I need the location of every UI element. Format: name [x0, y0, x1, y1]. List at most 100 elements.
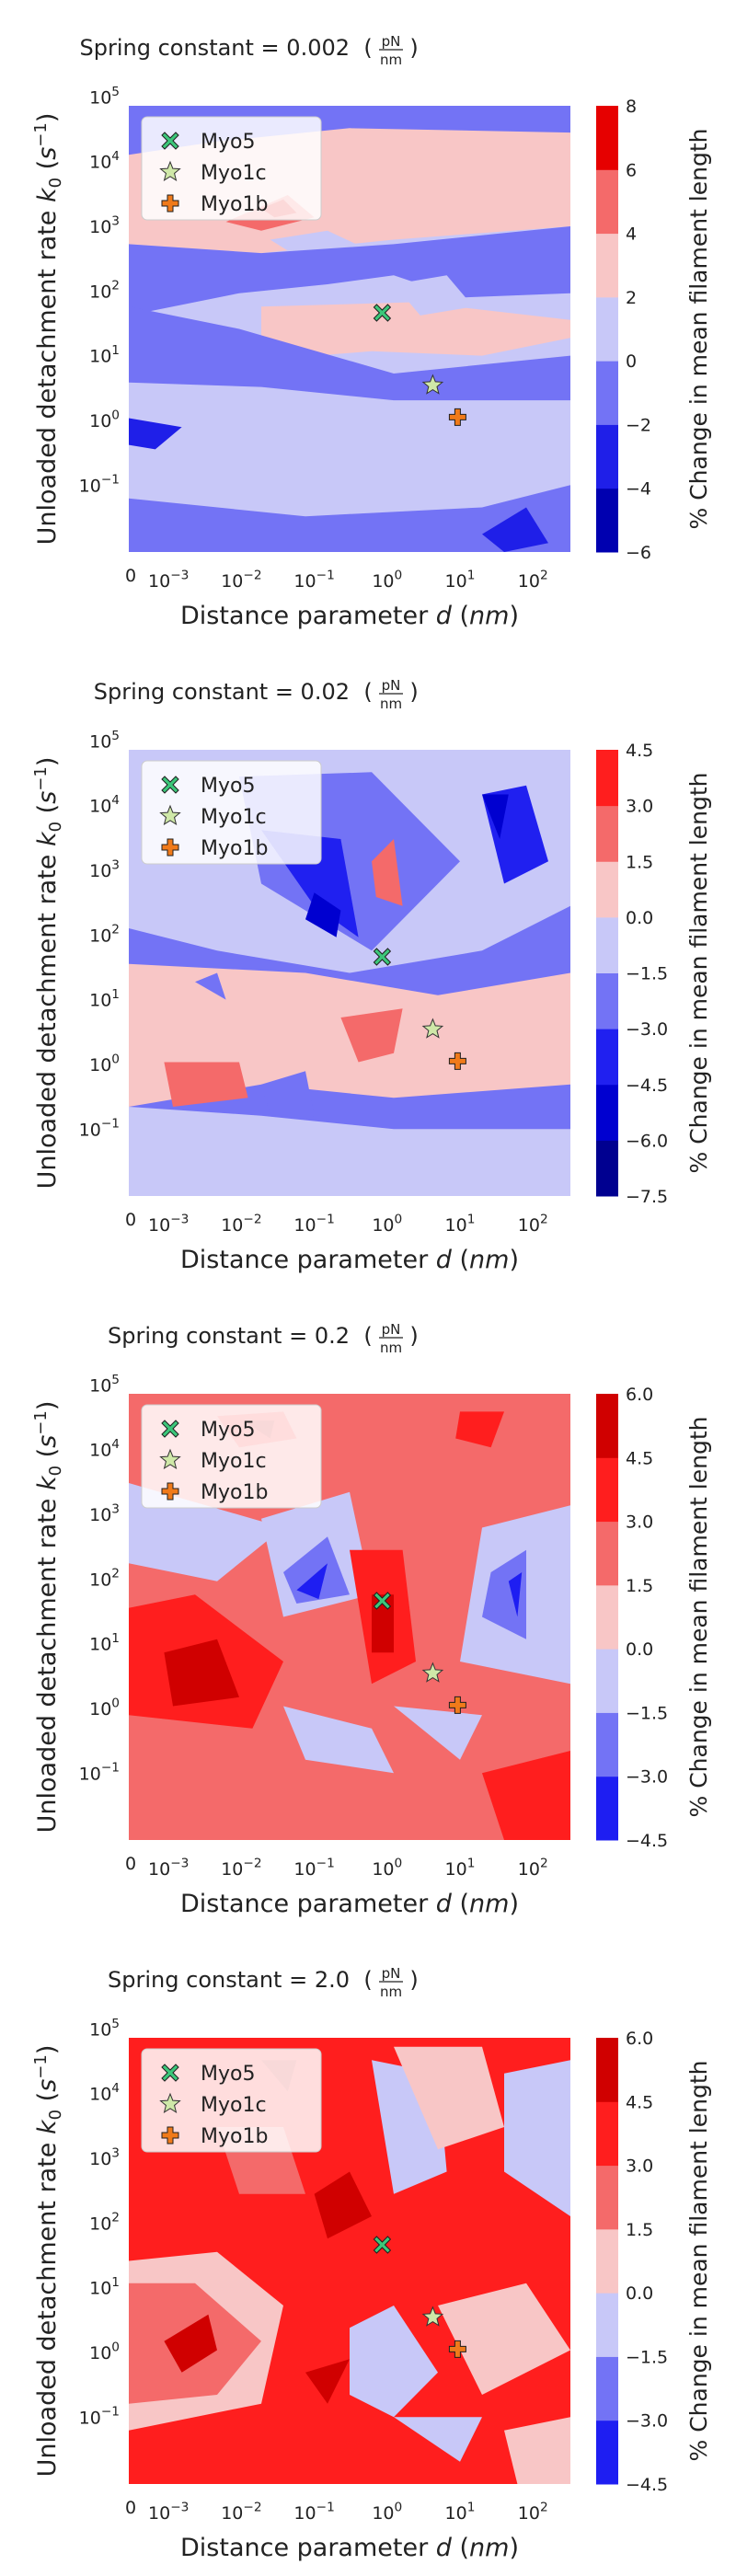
title-unit-numerator: pN [382, 1321, 401, 1338]
x-axis-label: Distance parameter d (nm) [180, 1246, 519, 1274]
contour-region [455, 1411, 504, 1448]
colorbar-tick-label: 1.5 [626, 852, 653, 872]
legend-label: Myo5 [201, 1419, 255, 1442]
colorbar-tick-label: 4 [626, 224, 637, 245]
colorbar-tick-label: 2 [626, 288, 637, 308]
legend-marker-myo1c [159, 2092, 181, 2113]
colorbar-label: % Change in mean filament length [685, 1417, 712, 1818]
colorbar-label: % Change in mean filament length [685, 129, 712, 530]
colorbar-band [596, 750, 618, 807]
contour-region [129, 485, 570, 552]
legend-label: Myo1c [201, 162, 267, 185]
x-tick-label: 10−2 [221, 1212, 261, 1236]
colorbar-band [596, 1140, 618, 1197]
colorbar-band [596, 2356, 618, 2421]
data-point-myo1c [421, 1662, 444, 1683]
colorbar-band [596, 488, 618, 553]
colorbar-tick-label: 4.5 [626, 1448, 653, 1468]
colorbar-band [596, 1649, 618, 1713]
colorbar-band [596, 1521, 618, 1586]
y-tick-label: 100 [89, 2340, 120, 2363]
contour-region [305, 892, 341, 937]
title-paren-close: ) [409, 679, 418, 705]
colorbar-tick-label: 4.5 [626, 741, 653, 761]
colorbar-tick-label: −4 [626, 479, 651, 500]
contour-region [305, 2359, 350, 2404]
colorbar-band [596, 361, 618, 425]
y-tick-label: 101 [89, 1631, 120, 1655]
title-paren-open: ( [363, 1323, 372, 1349]
colorbar-tick-label: 6.0 [626, 2029, 653, 2049]
contour-region [372, 839, 403, 906]
colorbar-tick-label: 1.5 [626, 2220, 653, 2240]
x-tick-label: 101 [445, 2500, 476, 2524]
data-point-myo5 [373, 2236, 392, 2254]
x-tick-label: 0 [125, 566, 136, 586]
legend-label: Myo1c [201, 806, 267, 829]
chart-panel: Spring constant = 2.0 (pN nm) 0 10−3 10−2 10−1… [31, 1965, 712, 2562]
y-tick-label: 102 [89, 1567, 120, 1591]
x-tick-label: 0 [125, 1854, 136, 1874]
legend-label: Myo5 [201, 131, 255, 154]
y-tick-label: 105 [89, 85, 120, 109]
colorbar-band [596, 106, 618, 170]
contour-region [129, 418, 182, 450]
contour-region [394, 1706, 482, 1760]
colorbar-tick-label: −1.5 [626, 1703, 668, 1723]
data-point-myo1b [448, 1696, 466, 1714]
contour-region [129, 306, 570, 401]
y-tick-label: 105 [89, 2017, 120, 2041]
x-tick-label: 100 [372, 568, 402, 592]
colorbar-tick-label: −1.5 [626, 2347, 668, 2367]
title-paren-close: ) [409, 1323, 418, 1349]
colorbar-band [596, 1584, 618, 1650]
colorbar-band [596, 1394, 618, 1458]
colorbar-tick-label: 0.0 [626, 908, 653, 928]
colorbar-band [596, 1029, 618, 1086]
contour-region [261, 302, 570, 361]
x-tick-label: 10−1 [293, 1212, 334, 1236]
title-unit-numerator: pN [382, 677, 401, 694]
x-tick-label: 100 [372, 1212, 402, 1236]
contour-region [350, 2306, 438, 2418]
y-tick-label: 100 [89, 1696, 120, 1719]
legend-marker-myo1b [161, 2126, 179, 2145]
data-point-myo5 [373, 948, 392, 966]
colorbar: −4.5 −3.0 −1.5 0.0 1.5 3.0 4.5 6.0 [596, 2029, 668, 2495]
title-text: Spring constant = 2.0 [108, 1967, 350, 1993]
colorbar-tick-label: 0 [626, 351, 637, 372]
title-unit-denominator: nm [380, 1984, 402, 2000]
colorbar-tick-label: −2 [626, 415, 651, 435]
contour-region [482, 794, 509, 839]
y-tick-label: 100 [89, 1052, 120, 1075]
x-tick-label: 10−3 [148, 1212, 189, 1236]
colorbar-band [596, 424, 618, 489]
chart-panel: Spring constant = 0.002 (pN nm) 0 10−3 10−2 10… [31, 33, 712, 630]
chart-title: Spring constant = 2.0 (pN nm) [108, 1965, 419, 2000]
contour-region [164, 2314, 217, 2373]
x-tick-label: 0 [125, 2498, 136, 2518]
y-tick-label: 10−1 [79, 473, 120, 497]
y-tick-label: 101 [89, 987, 120, 1011]
colorbar-tick-label: −3.0 [626, 1019, 668, 1040]
colorbar-tick-label: 4.5 [626, 2092, 653, 2112]
x-tick-label: 102 [518, 1856, 548, 1880]
data-point-myo5 [373, 304, 392, 322]
legend-box [141, 116, 322, 221]
legend-label: Myo1c [201, 1450, 267, 1473]
legend-box [141, 760, 322, 865]
colorbar-band [596, 1084, 618, 1141]
colorbar-band [596, 2165, 618, 2230]
colorbar-label: % Change in mean filament length [685, 773, 712, 1174]
contour-region [314, 2171, 372, 2239]
y-axis-label: Unloaded detachment rate k0 (s−1) [31, 113, 65, 546]
title-paren-open: ( [363, 679, 372, 705]
colorbar-tick-label: −3.0 [626, 1767, 668, 1788]
x-tick-label: 101 [445, 568, 476, 592]
colorbar-tick-label: 3.0 [626, 797, 653, 817]
y-tick-label: 103 [89, 213, 120, 237]
colorbar-tick-label: −6.0 [626, 1131, 668, 1151]
legend-marker-myo1c [159, 1448, 181, 1469]
y-tick-label: 104 [89, 2081, 120, 2105]
chart-panel: Spring constant = 0.2 (pN nm) 0 10−3 10−2 10−1… [31, 1321, 712, 1918]
